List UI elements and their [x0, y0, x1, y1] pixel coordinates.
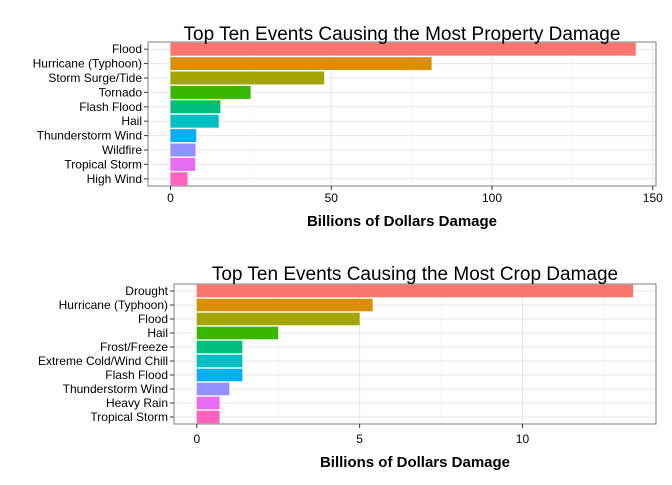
x-tick-label: 10 [516, 432, 530, 446]
y-tick-label: Wildfire [102, 143, 142, 157]
chart-title: Top Ten Events Causing the Most Property… [184, 24, 621, 45]
y-tick-label: Hail [147, 326, 168, 340]
bar-thunderstorm-wind [196, 382, 230, 396]
y-tick-label: Flash Flood [105, 368, 168, 382]
bar-high-wind [170, 172, 188, 186]
y-tick-label: Hurricane (Typhoon) [33, 57, 142, 71]
x-tick-label: 5 [356, 432, 363, 446]
plot-border [147, 41, 657, 187]
bar-wildfire [170, 143, 196, 157]
bar-tornado [170, 85, 251, 99]
bar-flood [196, 312, 360, 326]
y-tick-label: Tornado [99, 85, 143, 99]
bar-hail [196, 326, 279, 340]
bar-hurricane-typhoon- [196, 298, 373, 312]
x-tick-label: 50 [325, 191, 339, 205]
y-tick-label: Thunderstorm Wind [37, 129, 142, 143]
bar-hurricane-typhoon- [170, 57, 432, 71]
y-tick-label: Extreme Cold/Wind Chill [38, 354, 168, 368]
x-tick-label: 100 [482, 191, 502, 205]
x-axis-label: Billions of Dollars Damage [307, 213, 497, 230]
y-tick-label: Hail [121, 114, 142, 128]
x-axis-label: Billions of Dollars Damage [320, 454, 510, 471]
chart-title: Top Ten Events Causing the Most Crop Dam… [212, 264, 618, 285]
bar-flash-flood [170, 100, 221, 114]
y-tick-label: Heavy Rain [106, 396, 168, 410]
bar-tropical-storm [196, 410, 220, 424]
x-tick-label: 0 [193, 432, 200, 446]
bar-thunderstorm-wind [170, 129, 197, 143]
bar-flash-flood [196, 368, 243, 382]
y-tick-label: Thunderstorm Wind [63, 382, 168, 396]
plot-border [173, 283, 657, 425]
y-tick-label: Flash Flood [79, 100, 142, 114]
y-tick-label: Storm Surge/Tide [48, 71, 142, 85]
bar-heavy-rain [196, 396, 220, 410]
y-tick-label: Drought [125, 284, 168, 298]
bar-hail [170, 114, 219, 128]
y-tick-label: Tropical Storm [90, 410, 168, 424]
y-tick-label: High Wind [87, 172, 142, 186]
bar-storm-surge-tide [170, 71, 325, 85]
bar-extreme-cold-wind-chill [196, 354, 243, 368]
y-tick-label: Hurricane (Typhoon) [59, 298, 168, 312]
y-tick-label: Tropical Storm [64, 157, 142, 171]
x-tick-label: 0 [167, 191, 174, 205]
bar-drought [196, 284, 634, 298]
y-tick-label: Frost/Freeze [100, 340, 168, 354]
x-tick-label: 150 [643, 191, 663, 205]
bar-frost-freeze [196, 340, 243, 354]
bar-flood [170, 42, 636, 56]
bar-tropical-storm [170, 157, 196, 171]
y-tick-label: Flood [138, 312, 168, 326]
y-tick-label: Flood [112, 42, 142, 56]
